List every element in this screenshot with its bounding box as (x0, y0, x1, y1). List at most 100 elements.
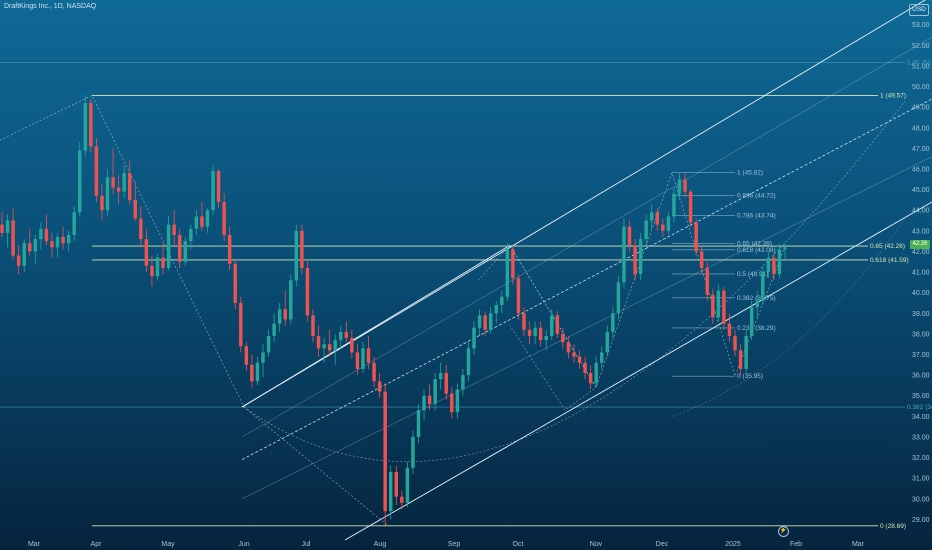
swing-connector (509, 171, 786, 389)
candle-body (83, 103, 88, 151)
candle-body (699, 251, 704, 268)
fib-level-label: 0.65 (42.39) (737, 240, 772, 247)
candle-body (283, 309, 287, 320)
candle-body (255, 362, 260, 382)
candle-body (144, 239, 149, 266)
candle-body (266, 335, 271, 353)
candle-body (588, 373, 593, 384)
fib-level-label: 1.05 (51.17) (907, 59, 932, 66)
y-tick-label: 32.00 (912, 455, 930, 462)
y-tick-label: 49.00 (912, 105, 930, 112)
candle-body (172, 224, 176, 235)
candle-body (661, 224, 665, 231)
fib-level-label: 0.65 (42.26) (870, 243, 905, 250)
candle-body (383, 391, 387, 512)
candle-body (311, 315, 315, 336)
candle-body (577, 356, 582, 363)
candle-body (177, 234, 182, 262)
x-tick-label: Feb (790, 541, 802, 548)
y-tick-label: 48.00 (912, 125, 930, 132)
candle-body (466, 348, 471, 376)
y-tick-label: 47.00 (912, 146, 930, 153)
fib-level-label: 0 (35.95) (737, 373, 763, 380)
y-tick-label: 53.00 (912, 22, 930, 29)
swing-connector (0, 95, 389, 527)
fib-level-label: 0.382 (39.75) (737, 295, 776, 302)
candle-body (139, 218, 143, 240)
channel-upper-line (241, 0, 926, 408)
candle-body (66, 234, 71, 244)
y-tick-label: 36.00 (912, 373, 930, 380)
candle-body (155, 257, 160, 277)
candle-body (572, 352, 576, 357)
candle-body (566, 342, 571, 353)
candle-body (711, 294, 715, 318)
candle-body (305, 267, 310, 316)
candle-body (50, 241, 54, 248)
y-tick-label: 37.00 (912, 352, 930, 359)
candle-body (116, 187, 121, 192)
candle-body (594, 362, 598, 384)
y-tick-label: 45.00 (912, 187, 930, 194)
candle-body (705, 267, 709, 295)
candle-body (644, 220, 648, 240)
candle-body (339, 331, 343, 341)
candle-body (583, 362, 587, 374)
candle-body (350, 338, 354, 353)
candle-body (216, 171, 221, 202)
candle-body (688, 191, 693, 223)
x-tick-label: Jun (238, 541, 249, 548)
candle-body (605, 331, 610, 353)
fib-arc (671, 218, 906, 417)
candle-body (355, 352, 360, 369)
currency-badge[interactable]: USD (909, 4, 929, 16)
candle-body (239, 302, 243, 347)
channel-quarter-line (241, 36, 932, 438)
candle-body (244, 346, 249, 365)
candle-body (327, 344, 332, 351)
candle-body (128, 173, 132, 200)
candle-body (455, 389, 460, 413)
candle-body (427, 395, 432, 404)
candle-body (316, 335, 321, 349)
y-tick-label: 33.00 (912, 434, 930, 441)
y-tick-label: 39.00 (912, 311, 930, 318)
candle-body (261, 352, 265, 363)
candle-body (777, 249, 782, 275)
candle-body (505, 249, 510, 297)
candle-body (100, 195, 104, 211)
candle-body (372, 362, 376, 382)
candle-body (72, 212, 76, 235)
fib-arc (243, 100, 906, 462)
x-tick-label: Aug (374, 541, 387, 548)
candle-body (394, 471, 398, 497)
candle-body (161, 257, 165, 268)
candle-body (322, 344, 326, 349)
x-tick-label: Oct (513, 541, 524, 548)
x-tick-label: 2025 (725, 541, 741, 548)
candle-body (405, 467, 410, 503)
candle-body (561, 333, 565, 343)
candle-body (438, 373, 443, 380)
candle-body (666, 216, 671, 231)
candle-body (61, 237, 65, 244)
candle-body (483, 315, 487, 330)
candle-body (22, 243, 26, 266)
y-tick-label: 34.00 (912, 414, 930, 421)
y-tick-label: 52.00 (912, 43, 930, 50)
candle-body (472, 327, 476, 349)
candle-body (39, 228, 43, 240)
candle-body (533, 327, 537, 336)
candle-body (677, 179, 682, 194)
candle-body (516, 278, 521, 314)
candle-body (166, 224, 171, 268)
candle-body (289, 280, 293, 320)
candle-body (105, 177, 110, 211)
candle-body (16, 255, 21, 266)
candle-body (433, 379, 437, 404)
tradingview-logo-icon[interactable]: ⚡ (778, 526, 789, 537)
x-tick-label: Mar (852, 541, 865, 548)
candle-body (616, 282, 621, 314)
candle-body (772, 257, 776, 275)
